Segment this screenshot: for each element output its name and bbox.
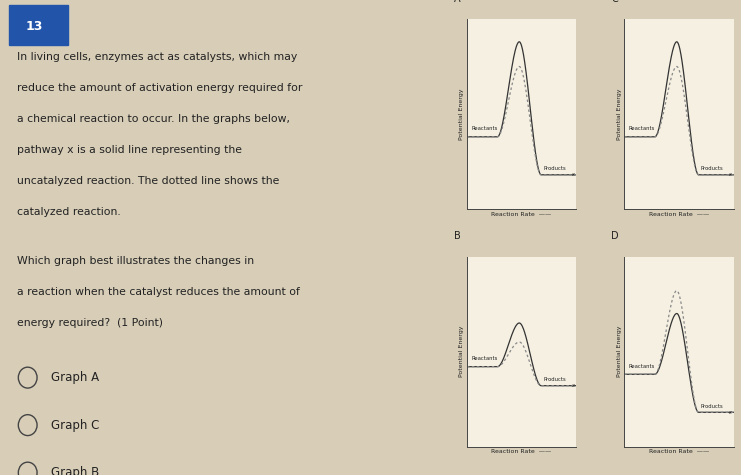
Text: 13: 13 [25, 19, 43, 33]
Text: Graph C: Graph C [51, 418, 99, 432]
Text: B: B [453, 231, 460, 241]
X-axis label: Reaction Rate  ——: Reaction Rate —— [649, 449, 709, 454]
Text: x: x [728, 410, 731, 415]
Text: a chemical reaction to occur. In the graphs below,: a chemical reaction to occur. In the gra… [17, 114, 290, 124]
Text: x: x [571, 172, 574, 177]
Text: pathway x is a solid line representing the: pathway x is a solid line representing t… [17, 145, 242, 155]
Y-axis label: Potential Energy: Potential Energy [617, 326, 622, 377]
Text: A: A [453, 0, 460, 4]
Text: C: C [611, 0, 618, 4]
X-axis label: Reaction Rate  ——: Reaction Rate —— [491, 212, 551, 217]
Text: Products: Products [543, 166, 566, 171]
Text: Products: Products [543, 377, 566, 382]
Text: catalyzed reaction.: catalyzed reaction. [17, 207, 121, 217]
Text: Products: Products [701, 403, 723, 408]
Y-axis label: Potential Energy: Potential Energy [459, 326, 464, 377]
Text: energy required?  (1 Point): energy required? (1 Point) [17, 318, 163, 328]
Text: x: x [571, 383, 574, 388]
Text: Reactants: Reactants [471, 356, 497, 361]
X-axis label: Reaction Rate  ——: Reaction Rate —— [649, 212, 709, 217]
Text: D: D [611, 231, 619, 241]
Text: Graph B: Graph B [51, 466, 99, 475]
Text: Graph A: Graph A [51, 371, 99, 384]
Y-axis label: Potential Energy: Potential Energy [459, 88, 464, 140]
Text: x: x [728, 172, 731, 177]
Text: Reactants: Reactants [628, 363, 655, 369]
Text: uncatalyzed reaction. The dotted line shows the: uncatalyzed reaction. The dotted line sh… [17, 176, 279, 186]
Text: a reaction when the catalyst reduces the amount of: a reaction when the catalyst reduces the… [17, 287, 300, 297]
Text: Reactants: Reactants [471, 126, 497, 131]
X-axis label: Reaction Rate  ——: Reaction Rate —— [491, 449, 551, 454]
Text: reduce the amount of activation energy required for: reduce the amount of activation energy r… [17, 83, 302, 93]
FancyBboxPatch shape [8, 5, 68, 45]
Text: Products: Products [701, 166, 723, 171]
Text: Which graph best illustrates the changes in: Which graph best illustrates the changes… [17, 256, 254, 266]
Text: In living cells, enzymes act as catalysts, which may: In living cells, enzymes act as catalyst… [17, 52, 297, 62]
Text: Reactants: Reactants [628, 126, 655, 131]
Y-axis label: Potential Energy: Potential Energy [617, 88, 622, 140]
